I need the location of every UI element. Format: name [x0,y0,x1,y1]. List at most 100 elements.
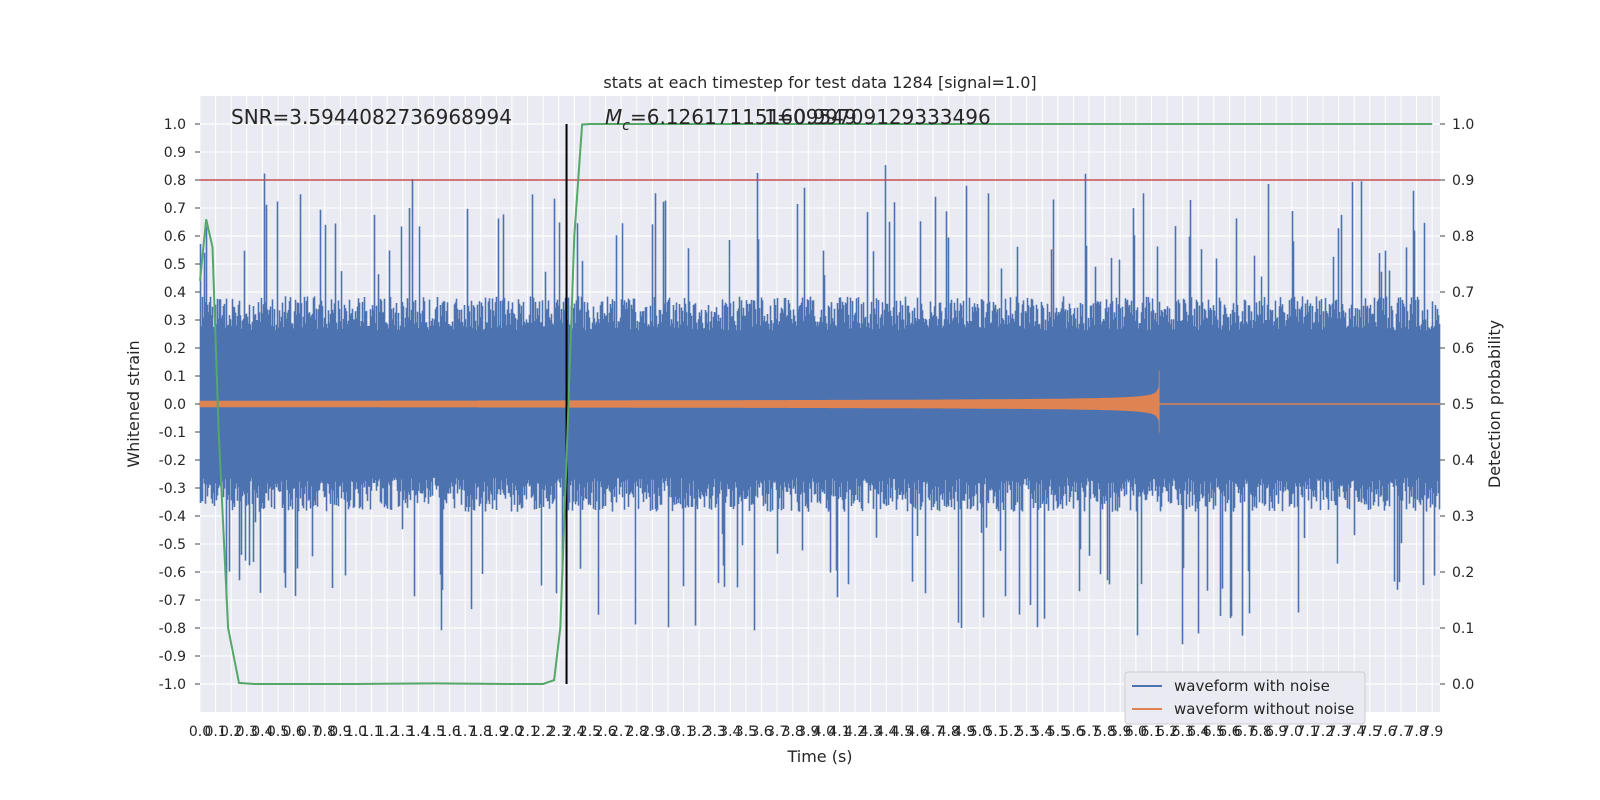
legend: waveform with noise waveform without noi… [1124,671,1366,725]
chirp-mass-value: =6.126171151609549 [630,105,857,129]
x-tick-label: 3.0 [657,724,679,740]
y-tick-label: -0.8 [159,621,186,637]
overlap-annotation: 1=0.99709129333496 [764,105,991,129]
y2-tick-label: 0.9 [1452,173,1474,189]
chirp-mass-subscript: c [622,118,630,134]
x-tick-label: 4.7 [922,724,944,740]
legend-label-noisy: waveform with noise [1174,677,1330,695]
x-tick-label: 5.0 [969,724,991,740]
y2-axis-ticks: 1.0 0.9 0.8 0.7 0.6 0.5 0.4 0.3 0.2 0.1 0.0 [1440,117,1474,693]
y2-tick-label: 0.0 [1452,677,1474,693]
y-tick-label: -0.5 [159,537,186,553]
x-tick-label: 2.4 [563,724,585,740]
y-tick-label: 0.7 [164,201,186,217]
y2-tick-label: 0.2 [1452,565,1474,581]
x-tick-label: 1.2 [376,724,398,740]
x-tick-label: 0.0 [189,724,211,740]
x-tick-label: 5.3 [1016,724,1038,740]
x-tick-label: 5.9 [1109,724,1131,740]
y2-tick-label: 0.8 [1452,229,1474,245]
x-tick-label: 2.5 [579,724,601,740]
y-tick-label: 1.0 [164,117,186,133]
x-tick-label: 5.2 [1000,724,1022,740]
x-tick-label: 0.1 [204,724,226,740]
x-tick-label: 0.7 [298,724,320,740]
x-tick-label: 7.5 [1359,724,1381,740]
x-tick-label: 0.3 [236,724,258,740]
x-tick-label: 7.3 [1327,724,1349,740]
x-tick-label: 5.1 [984,724,1006,740]
y-tick-label: 0.0 [164,397,186,413]
x-tick-label: 2.6 [594,724,616,740]
x-tick-label: 6.4 [1187,724,1209,740]
x-tick-label: 6.6 [1218,724,1240,740]
x-tick-label: 4.3 [860,724,882,740]
x-tick-label: 4.8 [938,724,960,740]
y2-tick-label: 0.5 [1452,397,1474,413]
x-tick-label: 7.1 [1296,724,1318,740]
x-tick-label: 3.3 [704,724,726,740]
x-tick-label: 0.9 [329,724,351,740]
y-tick-label: -0.1 [159,425,186,441]
x-tick-label: 1.1 [360,724,382,740]
x-tick-label: 5.7 [1078,724,1100,740]
x-tick-label: 2.8 [626,724,648,740]
x-tick-label: 7.6 [1374,724,1396,740]
x-tick-label: 2.7 [610,724,632,740]
x-tick-label: 6.7 [1234,724,1256,740]
x-tick-label: 3.1 [672,724,694,740]
y2-tick-label: 0.1 [1452,621,1474,637]
x-tick-label: 5.5 [1047,724,1069,740]
x-tick-label: 7.2 [1312,724,1334,740]
x-tick-label: 6.9 [1265,724,1287,740]
y-tick-label: -0.2 [159,453,186,469]
y-tick-label: -0.7 [159,593,186,609]
x-tick-label: 0.6 [282,724,304,740]
x-tick-label: 3.5 [735,724,757,740]
x-tick-label: 3.7 [766,724,788,740]
x-tick-label: 7.0 [1281,724,1303,740]
x-tick-label: 0.8 [314,724,336,740]
y-tick-label: -0.9 [159,649,186,665]
y-tick-label: 0.4 [164,285,186,301]
x-tick-label: 4.6 [906,724,928,740]
y-tick-label: 0.8 [164,173,186,189]
x-tick-label: 4.9 [953,724,975,740]
x-tick-label: 7.9 [1421,724,1443,740]
chirp-mass-annotation: Mc=6.126171151609549 [605,105,857,134]
y-tick-label: 0.3 [164,313,186,329]
y2-tick-label: 0.6 [1452,341,1474,357]
clean-waveform-envelope [199,370,1160,433]
y2-tick-label: 0.4 [1452,453,1474,469]
x-tick-label: 6.5 [1203,724,1225,740]
x-tick-label: 0.5 [267,724,289,740]
y-tick-label: 0.1 [164,369,186,385]
x-tick-label: 4.5 [891,724,913,740]
legend-label-clean: waveform without noise [1174,700,1354,718]
x-tick-label: 2.1 [516,724,538,740]
x-tick-label: 7.4 [1343,724,1365,740]
x-tick-label: 1.8 [470,724,492,740]
x-tick-label: 4.1 [828,724,850,740]
x-tick-label: 6.3 [1172,724,1194,740]
detection-probability-line [199,123,1433,685]
y2-tick-label: 0.3 [1452,509,1474,525]
x-tick-label: 6.0 [1125,724,1147,740]
x-tick-label: 7.8 [1405,724,1427,740]
x-axis-label: Time (s) [786,747,852,766]
y-tick-label: -1.0 [159,677,186,693]
x-tick-label: 5.6 [1062,724,1084,740]
x-tick-label: 2.2 [532,724,554,740]
x-tick-label: 1.5 [423,724,445,740]
x-tick-label: 2.9 [641,724,663,740]
y-axis-label: Whitened strain [124,340,143,467]
y2-tick-label: 1.0 [1452,117,1474,133]
x-tick-label: 2.3 [548,724,570,740]
chart-title: stats at each timestep for test data 128… [603,73,1036,92]
y-tick-label: 0.5 [164,257,186,273]
chirp-mass-symbol: M [605,105,622,129]
x-tick-label: 6.1 [1140,724,1162,740]
clean-waveform [199,370,1440,433]
x-tick-label: 5.8 [1094,724,1116,740]
